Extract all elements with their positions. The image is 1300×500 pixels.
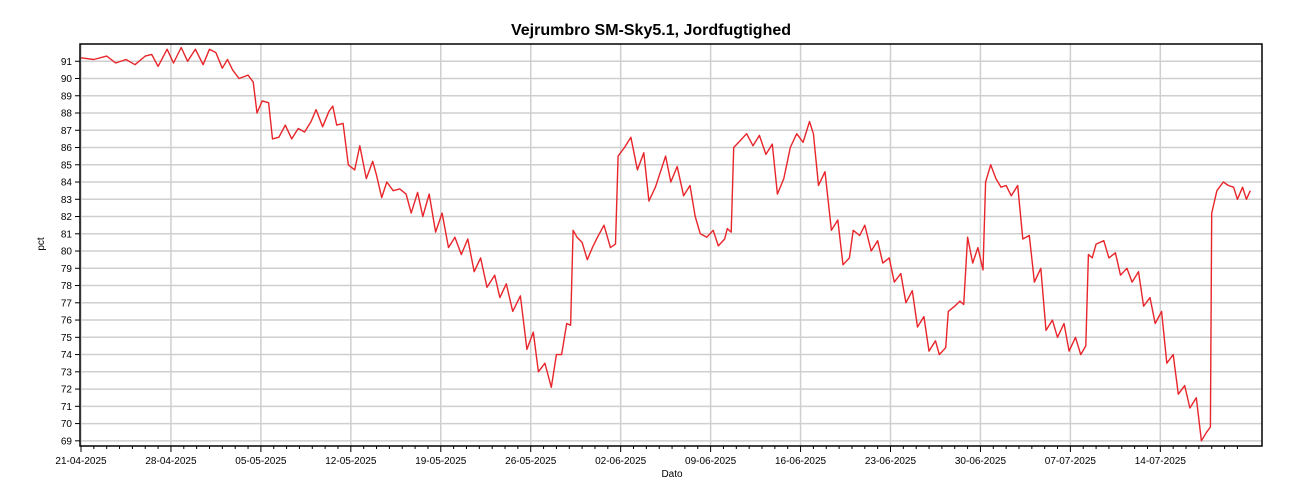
y-tick-label: 87 — [61, 126, 73, 137]
y-tick-label: 74 — [61, 350, 73, 361]
y-tick-label: 80 — [61, 247, 73, 258]
x-tick-label: 26-05-2025 — [505, 456, 557, 467]
x-tick-label: 12-05-2025 — [325, 456, 377, 467]
y-tick-label: 85 — [61, 160, 73, 171]
y-tick-label: 81 — [61, 229, 73, 240]
x-tick-label: 21-04-2025 — [55, 456, 107, 467]
y-axis-ticks: 69 70 71 72 73 74 75 76 77 78 79 80 81 82 83 84 85 86 87 88… — [61, 57, 80, 447]
x-tick-label: 14-07-2025 — [1135, 456, 1187, 467]
x-tick-label: 23-06-2025 — [865, 456, 917, 467]
plot-area-frame — [79, 43, 1263, 447]
grid — [80, 44, 1262, 446]
x-tick-label: 05-05-2025 — [235, 456, 287, 467]
x-tick-label: 09-06-2025 — [685, 456, 737, 467]
x-tick-label: 07-07-2025 — [1045, 456, 1097, 467]
y-tick-label: 77 — [61, 298, 73, 309]
y-tick-label: 89 — [61, 91, 73, 102]
y-tick-label: 71 — [61, 402, 73, 413]
y-tick-label: 84 — [61, 178, 73, 189]
y-tick-label: 83 — [61, 195, 73, 206]
series-line — [80, 46, 1251, 442]
y-tick-label: 69 — [61, 436, 73, 447]
y-tick-label: 90 — [61, 74, 73, 85]
y-tick-label: 73 — [61, 367, 73, 378]
x-axis-label: Dato — [661, 469, 683, 480]
y-tick-label: 79 — [61, 264, 73, 275]
chart-title: Vejrumbro SM-Sky5.1, Jordfugtighed — [511, 22, 791, 39]
y-tick-label: 82 — [61, 212, 73, 223]
y-tick-label: 78 — [61, 281, 73, 292]
y-tick-label: 91 — [61, 57, 73, 68]
y-tick-label: 70 — [61, 419, 73, 430]
y-tick-label: 75 — [61, 333, 73, 344]
x-tick-label: 02-06-2025 — [595, 456, 647, 467]
x-tick-label: 16-06-2025 — [775, 456, 827, 467]
x-tick-label: 30-06-2025 — [955, 456, 1007, 467]
y-tick-label: 86 — [61, 143, 73, 154]
y-tick-label: 88 — [61, 109, 73, 120]
y-axis-label: pct — [36, 237, 47, 251]
y-tick-label: 76 — [61, 316, 73, 327]
x-tick-label: 19-05-2025 — [415, 456, 467, 467]
x-axis-ticks: 21-04-2025 28-04-2025 05-05-2025 12-05-2025… — [55, 446, 1238, 467]
y-tick-label: 72 — [61, 385, 73, 396]
x-tick-label: 28-04-2025 — [145, 456, 197, 467]
series-layer — [80, 46, 1251, 442]
